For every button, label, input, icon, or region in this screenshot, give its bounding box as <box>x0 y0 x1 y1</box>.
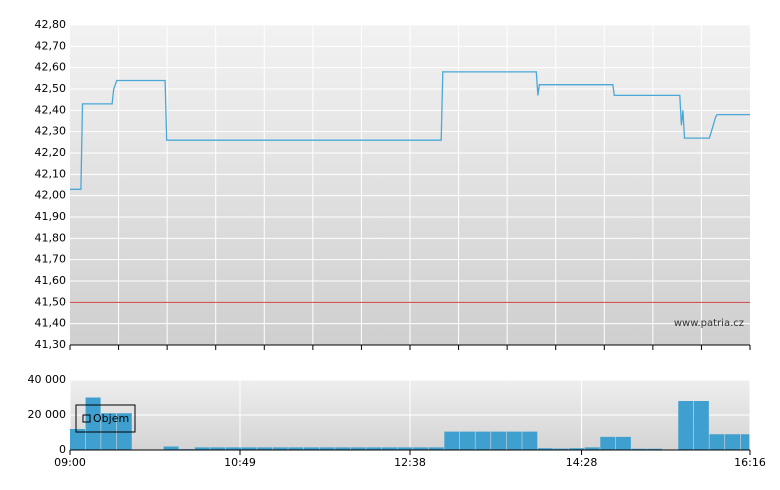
volume-bar <box>428 447 444 450</box>
y-tick-label: 41,80 <box>35 231 67 244</box>
legend-label: Objem <box>93 412 129 425</box>
volume-bar <box>366 447 382 450</box>
volume-bar <box>475 431 491 450</box>
volume-bar <box>553 448 569 450</box>
x-tick-label: 10:49 <box>224 456 256 469</box>
volume-bar <box>537 448 553 450</box>
price-line <box>70 71 750 190</box>
volume-bar <box>257 447 273 450</box>
y-tick-label: 41,90 <box>35 210 67 223</box>
volume-bar <box>194 447 210 450</box>
watermark: www.patria.cz <box>674 318 744 329</box>
y-tick-label: 42,50 <box>35 82 67 95</box>
volume-bar <box>225 447 241 450</box>
volume-bar <box>569 448 585 450</box>
volume-bar <box>163 446 179 450</box>
volume-bar <box>693 401 709 450</box>
volume-bar <box>381 447 397 450</box>
volume-bar <box>740 434 750 450</box>
volume-bar <box>647 448 663 450</box>
y-tick-label: 41,40 <box>35 317 67 330</box>
x-tick-label: 12:38 <box>394 456 426 469</box>
volume-bar <box>210 447 226 450</box>
y-tick-label: 42,70 <box>35 39 67 52</box>
y-tick-label: 41,60 <box>35 274 67 287</box>
volume-bar <box>335 447 351 450</box>
volume-bar <box>413 447 429 450</box>
y-tick-label: 42,30 <box>35 125 67 138</box>
volume-bar <box>615 436 631 450</box>
volume-bar <box>584 447 600 450</box>
y-tick-label: 42,80 <box>35 18 67 31</box>
x-tick-label: 14:28 <box>566 456 598 469</box>
y-tick-label: 20 000 <box>28 408 67 421</box>
volume-bar <box>319 447 335 450</box>
volume-bar <box>600 436 616 450</box>
y-tick-label: 41,50 <box>35 295 67 308</box>
y-tick-label: 42,10 <box>35 167 67 180</box>
volume-bar <box>350 447 366 450</box>
volume-bar <box>303 447 319 450</box>
volume-bar <box>491 431 507 450</box>
volume-bar <box>85 397 101 450</box>
y-tick-label: 42,60 <box>35 61 67 74</box>
volume-bar <box>444 431 460 450</box>
volume-bar <box>397 447 413 450</box>
legend-swatch <box>82 414 91 423</box>
y-tick-label: 41,30 <box>35 338 67 351</box>
x-tick-label: 09:00 <box>54 456 86 469</box>
legend-box <box>75 404 136 433</box>
volume-bar <box>678 401 694 450</box>
volume-bar <box>272 447 288 450</box>
volume-bar <box>459 431 475 450</box>
volume-bar <box>288 447 304 450</box>
y-tick-label: 42,40 <box>35 103 67 116</box>
y-tick-label: 42,20 <box>35 146 67 159</box>
x-tick-label: 16:16 <box>734 456 766 469</box>
y-tick-label: 40 000 <box>28 373 67 386</box>
y-tick-label: 42,00 <box>35 189 67 202</box>
volume-bar <box>709 434 725 450</box>
volume-bar <box>522 431 538 450</box>
volume-bar <box>241 447 257 450</box>
volume-bar <box>725 434 741 450</box>
volume-bar <box>70 429 85 450</box>
y-tick-label: 41,70 <box>35 253 67 266</box>
volume-bar <box>631 448 647 450</box>
y-tick-label: 0 <box>59 443 66 456</box>
volume-bar <box>506 431 522 450</box>
